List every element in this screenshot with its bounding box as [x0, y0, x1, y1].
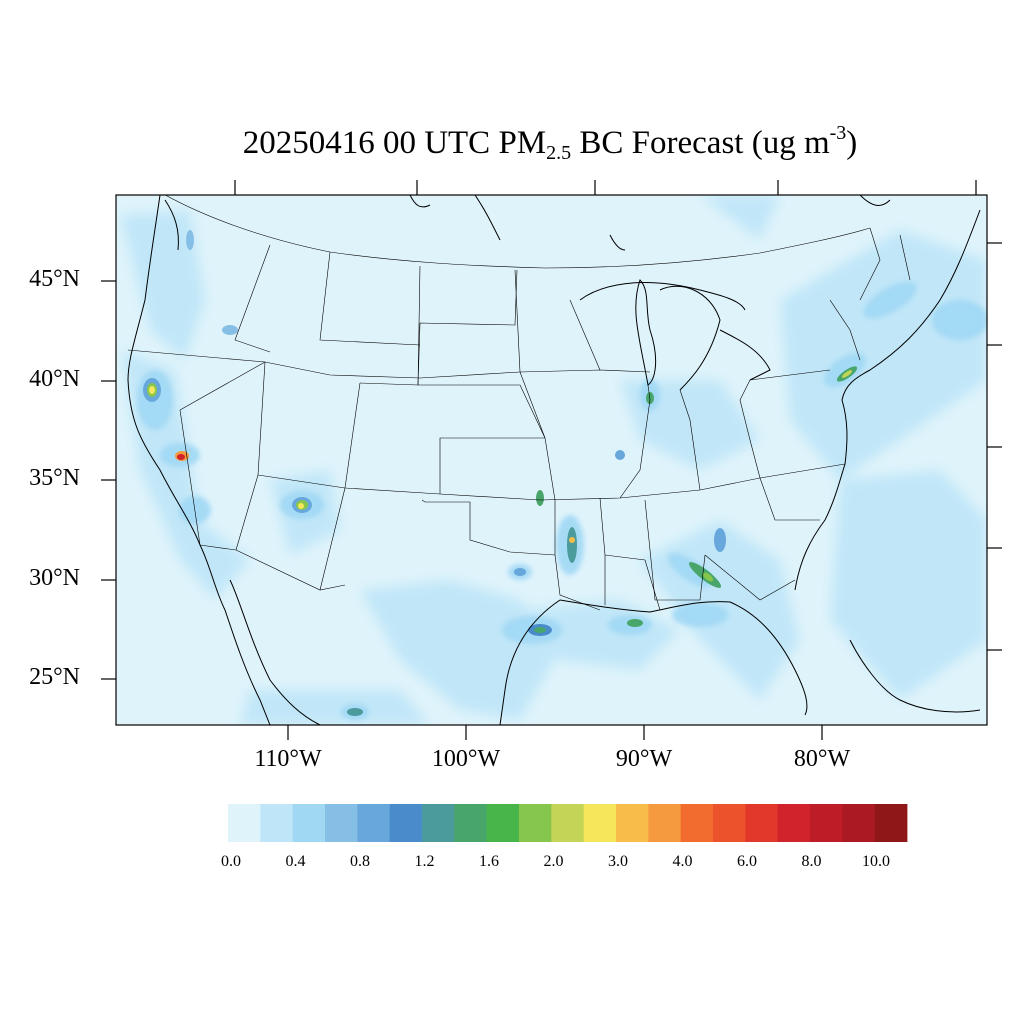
colorbar-swatch-6 — [422, 804, 455, 842]
colorbar-swatch-12 — [616, 804, 649, 842]
lat-label-30n: 30°N — [29, 565, 80, 591]
lon-label-110w: 110°W — [254, 746, 322, 772]
field-canada — [700, 195, 780, 240]
field-mexico — [240, 690, 430, 725]
colorbar-label-5: 2.0 — [543, 853, 564, 870]
map-panel — [101, 180, 1002, 740]
colorbar-label-4: 1.6 — [479, 853, 499, 870]
colorbar-label-3: 1.2 — [414, 853, 435, 870]
colorbar-label-6: 3.0 — [608, 853, 628, 870]
colorbar-swatch-16 — [745, 804, 779, 842]
lon-label-80w: 80°W — [793, 746, 851, 772]
tick-marks — [101, 180, 1002, 740]
lat-label-45n: 45°N — [29, 266, 80, 292]
colorbar-swatch-2 — [292, 804, 326, 842]
colorbar-swatch-5 — [389, 804, 423, 842]
colorbar-label-7: 4.0 — [672, 853, 693, 870]
colorbar-label-0: 0.0 — [221, 853, 241, 870]
colorbar-swatch-3 — [325, 804, 358, 842]
field-northeast — [780, 230, 987, 480]
colorbar-swatch-7 — [454, 804, 488, 842]
hotspot-southern-california — [177, 454, 185, 460]
field-atlantic — [830, 470, 987, 700]
colorbar-swatch-11 — [583, 804, 617, 842]
map-title: 20250416 00 UTC PM2.5 BC Forecast (ug m-… — [242, 122, 858, 164]
hotspot-northern-california — [149, 386, 155, 394]
lat-label-40n: 40°N — [29, 366, 80, 392]
colorbar-swatch-0 — [228, 804, 261, 842]
hotspot-shreveport — [569, 537, 575, 543]
lat-label-25n: 25°N — [29, 664, 80, 690]
hotspots — [143, 230, 858, 716]
hotspot-phoenix — [298, 503, 304, 509]
colorbar — [228, 804, 908, 842]
colorbar-label-9: 8.0 — [801, 853, 822, 870]
colorbar-swatch-10 — [551, 804, 585, 842]
colorbar-swatch-14 — [680, 804, 714, 842]
colorbar-swatch-19 — [842, 804, 876, 842]
colorbar-label-2: 0.8 — [350, 853, 370, 870]
colorbar-swatch-8 — [486, 804, 520, 842]
map-frame — [115, 194, 988, 726]
field-pacific-northwest — [120, 210, 205, 360]
hotspot-new-york — [841, 370, 853, 378]
lon-label-100w: 100°W — [431, 746, 501, 772]
state-boundaries — [127, 195, 911, 611]
coastlines — [127, 195, 981, 725]
colorbar-swatch-17 — [777, 804, 811, 842]
field-texas — [360, 580, 560, 720]
hotspot-houston — [534, 627, 546, 633]
colorbar-swatch-20 — [874, 804, 908, 842]
colorbar-label-8: 6.0 — [737, 853, 757, 870]
colorbar-swatch-1 — [260, 804, 294, 842]
colorbar-swatch-15 — [713, 804, 746, 842]
colorbar-label-1: 0.4 — [285, 853, 306, 870]
lon-label-90w: 90°W — [615, 746, 673, 772]
colorbar-swatch-9 — [519, 804, 552, 842]
hotspot-alabama — [702, 572, 714, 582]
lat-label-35n: 35°N — [29, 465, 80, 491]
colorbar-swatch-13 — [648, 804, 682, 842]
concentration-field — [120, 195, 987, 725]
colorbar-swatch-18 — [810, 804, 843, 842]
colorbar-label-10: 10.0 — [862, 853, 890, 870]
colorbar-swatch-4 — [357, 804, 391, 842]
